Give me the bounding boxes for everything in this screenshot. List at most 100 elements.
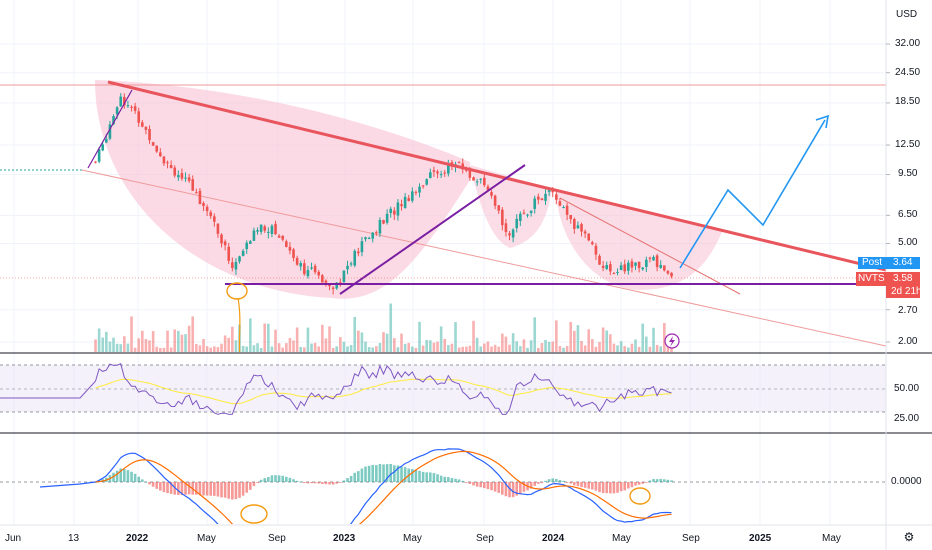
macd-histogram-bar xyxy=(364,466,367,482)
macd-histogram-bar xyxy=(497,482,501,493)
macd-histogram-bar xyxy=(295,480,299,482)
macd-histogram-bar xyxy=(450,478,454,482)
rsi-pane[interactable] xyxy=(0,363,886,415)
candle-body xyxy=(367,237,371,239)
macd-histogram-bar xyxy=(400,466,403,482)
volume-bar xyxy=(112,337,115,352)
macd-histogram-bar xyxy=(472,482,475,486)
volume-bar xyxy=(306,327,310,352)
rsi-line xyxy=(0,363,672,415)
macd-histogram-bar xyxy=(396,465,400,482)
volume-bar xyxy=(515,341,519,352)
volume-bar xyxy=(447,345,450,352)
volume-bar xyxy=(634,339,637,352)
volume-bar xyxy=(270,346,274,352)
candle-body xyxy=(439,174,443,176)
volume-bar xyxy=(576,325,580,352)
candle-body xyxy=(119,96,123,107)
macd-histogram-bar xyxy=(666,479,670,482)
candle-body xyxy=(227,246,231,261)
candle-body xyxy=(292,249,295,258)
candle-body xyxy=(655,255,659,268)
volume-bar xyxy=(249,318,252,352)
candle-body xyxy=(306,269,310,277)
candle-body xyxy=(583,231,587,234)
volume-bar xyxy=(519,346,522,352)
candle-body xyxy=(324,280,328,283)
macd-histogram-bar xyxy=(670,480,673,482)
volume-bar xyxy=(105,331,108,352)
volume-bar xyxy=(475,337,479,352)
candle-body xyxy=(522,212,526,214)
candle-body xyxy=(339,282,342,284)
ticker-tag-value: 3.58 xyxy=(893,273,913,284)
volume-bar xyxy=(569,321,573,352)
macd-histogram-bar xyxy=(504,482,508,497)
time-tick: May xyxy=(403,533,422,544)
candle-body xyxy=(126,105,130,107)
candle-body xyxy=(112,116,115,125)
macd-histogram-bar xyxy=(238,482,241,498)
candle-body xyxy=(180,173,184,179)
settings-icon[interactable]: ⚙ xyxy=(903,530,915,544)
candle-body xyxy=(360,241,364,253)
price-axis[interactable] xyxy=(886,43,890,343)
macd-histogram-bar xyxy=(508,482,511,498)
volume-bar xyxy=(277,343,281,352)
price-tick: 2.00 xyxy=(898,336,918,347)
macd-histogram-bar xyxy=(321,482,324,485)
macd-histogram-bar xyxy=(339,482,342,483)
volume-bar xyxy=(623,346,627,352)
volume-bar xyxy=(396,347,400,352)
macd-histogram-bar xyxy=(144,481,148,483)
macd-histogram-bar xyxy=(357,471,360,482)
rsi-ma-line xyxy=(95,378,672,405)
volume-bar xyxy=(486,341,490,352)
candle-body xyxy=(202,203,205,207)
volume-bar xyxy=(144,338,148,352)
volume-bar xyxy=(443,338,447,352)
macd-histogram-bar xyxy=(403,467,407,482)
price-tick: 2.70 xyxy=(898,305,918,316)
macd-histogram-bar xyxy=(663,479,666,482)
candle-body xyxy=(169,165,173,169)
volume-bar xyxy=(256,343,259,352)
volume-bar xyxy=(166,330,169,352)
macd-histogram-bar xyxy=(133,473,137,482)
macd-histogram-bar xyxy=(411,469,414,482)
volume-bar xyxy=(162,347,166,352)
candle-body xyxy=(429,172,432,178)
candle-body xyxy=(619,265,623,271)
macd-histogram-bar xyxy=(515,482,519,496)
volume-bar xyxy=(670,345,673,352)
volume-bar xyxy=(497,346,501,352)
volume-bar xyxy=(385,333,389,352)
macd-histogram-bar xyxy=(241,482,245,496)
volume-bar xyxy=(616,345,619,352)
price-pane[interactable] xyxy=(0,80,886,356)
candle-body xyxy=(479,178,483,180)
candle-body xyxy=(648,257,652,259)
candle-body xyxy=(457,162,461,164)
volume-bar xyxy=(465,346,468,352)
volume-bar xyxy=(205,346,209,352)
candle-body xyxy=(342,270,346,283)
candle-body xyxy=(357,251,360,254)
last-price-tag xyxy=(856,272,920,298)
macd-histogram-bar xyxy=(270,475,274,482)
macd-pane[interactable] xyxy=(0,448,886,548)
resistance-trendline xyxy=(107,80,886,272)
volume-bar xyxy=(321,324,324,352)
macd-histogram-bar xyxy=(555,478,558,482)
macd-histogram-bar xyxy=(573,482,576,486)
candle-body xyxy=(349,263,353,265)
time-tick: May xyxy=(612,533,631,544)
volume-bar xyxy=(627,347,630,352)
candle-body xyxy=(447,163,450,174)
candle-body xyxy=(670,272,673,277)
rsi-tick: 50.00 xyxy=(894,383,920,394)
candle-body xyxy=(155,145,159,152)
candle-body xyxy=(594,245,598,255)
volume-bar xyxy=(101,337,105,352)
